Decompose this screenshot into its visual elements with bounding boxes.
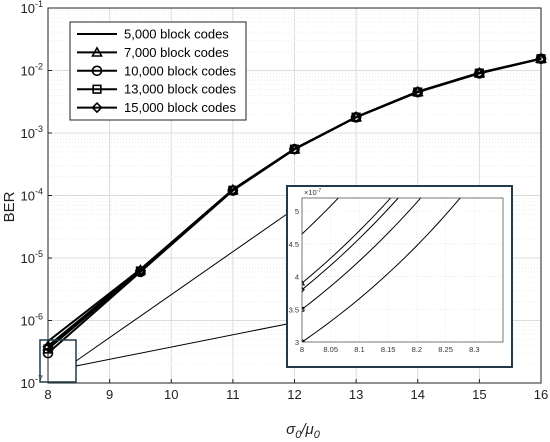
x-tick-label: 11 (226, 387, 240, 402)
marker-diamond (535, 52, 547, 65)
marker-diamond (288, 143, 301, 155)
x-label-sigma: σ (286, 421, 296, 438)
inset-multiplier: ×10-7 (304, 188, 321, 197)
inset-y-tick-label: 4 (295, 273, 299, 282)
y-tick-label: 10-7 (21, 374, 43, 391)
x-label-sigma-sub: 0 (295, 429, 302, 441)
series-group (42, 52, 547, 359)
axes: 8 9 10 11 12 13 14 15 1610-710-610-510-410-310-2… (21, 0, 549, 402)
y-tick-exp: -4 (35, 187, 43, 197)
series-line (47, 57, 542, 348)
marker-circle (91, 65, 103, 77)
x-tick-label: 10 (164, 387, 178, 402)
legend: 5,000 block codes 7,000 block codes 10,000… (69, 21, 247, 121)
marker-diamond (302, 286, 305, 293)
y-tick-label: 10-1 (21, 0, 43, 16)
axis-labels: BER σ0/μ0 (1, 191, 321, 441)
inset-series-line (302, 198, 339, 235)
inset-y-tick-label: 5 (295, 207, 299, 216)
marker-diamond (42, 341, 54, 353)
inset-x-tick-label: 8.1 (354, 345, 364, 354)
x-tick-label: 12 (287, 387, 301, 402)
y-tick-exp: -7 (35, 374, 43, 384)
x-tick-label: 9 (106, 387, 113, 402)
marker-circle (302, 339, 305, 342)
marker-diamond (227, 184, 239, 196)
marker-diamond (91, 101, 103, 114)
y-tick-exp: -1 (35, 0, 43, 9)
connector-line (75, 213, 288, 362)
inset-series-line (302, 198, 399, 291)
marker-triangle (302, 279, 306, 286)
inset-multiplier-base: ×10 (304, 188, 317, 197)
connector-line (75, 323, 288, 367)
y-tick-base: 10 (21, 1, 35, 16)
inset-y-tick-label: 3 (295, 338, 299, 347)
inset-series-line (302, 198, 422, 310)
y-tick-exp: -5 (35, 249, 43, 259)
marker-square (92, 84, 102, 94)
y-tick-label: 10-6 (21, 312, 43, 329)
y-tick-exp: -6 (35, 312, 43, 322)
inset-multiplier-exp: -7 (317, 188, 322, 194)
marker-diamond (134, 264, 147, 277)
inset-x-tick-label: 8.2 (412, 345, 422, 354)
inset-zoom: 8 8.05 8.1 8.15 8.2 8.25 8.3 3 3.5 4 4.5 5 ×10-7 (39, 185, 513, 383)
marker-diamond (350, 111, 362, 123)
x-label-mu-sub: 0 (314, 429, 321, 441)
x-tick-label: 13 (349, 387, 363, 402)
y-tick-base: 10 (21, 314, 35, 329)
y-tick-label: 10-3 (21, 124, 43, 141)
y-tick-exp: -3 (35, 124, 43, 134)
y-tick-exp: -2 (35, 62, 43, 72)
marker-square (302, 306, 305, 312)
x-label-slash: /μ (300, 421, 313, 438)
y-tick-label: 10-2 (21, 62, 43, 79)
y-axis-label: BER (1, 191, 18, 222)
inset-x-tick-label: 8.25 (438, 345, 453, 354)
inset-x-tick-label: 8 (300, 345, 304, 354)
x-tick-label: 14 (411, 387, 425, 402)
y-tick-base: 10 (21, 189, 35, 204)
marker-triangle (91, 46, 103, 57)
x-tick-label: 8 (44, 387, 51, 402)
x-axis-label: σ0/μ0 (286, 421, 321, 441)
legend-label: 10,000 block codes (124, 63, 237, 78)
x-tick-label: 16 (534, 387, 548, 402)
y-tick-base: 10 (21, 376, 35, 391)
inset-y-tick-label: 3.5 (289, 305, 299, 314)
legend-label: 15,000 block codes (124, 100, 237, 115)
y-tick-base: 10 (21, 126, 35, 141)
y-tick-base: 10 (21, 64, 35, 79)
inset-frame (301, 197, 504, 343)
inset-series-group (302, 198, 461, 342)
legend-label: 13,000 block codes (124, 82, 237, 97)
y-tick-label: 10-5 (21, 249, 43, 266)
inset-series-line (302, 198, 392, 284)
marker-square (43, 344, 53, 354)
y-tick-label: 10-4 (21, 187, 43, 204)
inset-y-tick-label: 4.5 (289, 240, 299, 249)
marker-diamond (412, 86, 424, 98)
marker-diamond (473, 67, 486, 79)
legend-label: 5,000 block codes (124, 27, 229, 42)
inset-x-tick-label: 8.05 (323, 345, 338, 354)
inset-x-tick-label: 8.3 (469, 345, 479, 354)
legend-label: 7,000 block codes (124, 45, 229, 60)
y-tick-base: 10 (21, 251, 35, 266)
inset-x-tick-label: 8.15 (381, 345, 396, 354)
x-tick-label: 15 (472, 387, 486, 402)
inset-series-line (302, 198, 461, 342)
